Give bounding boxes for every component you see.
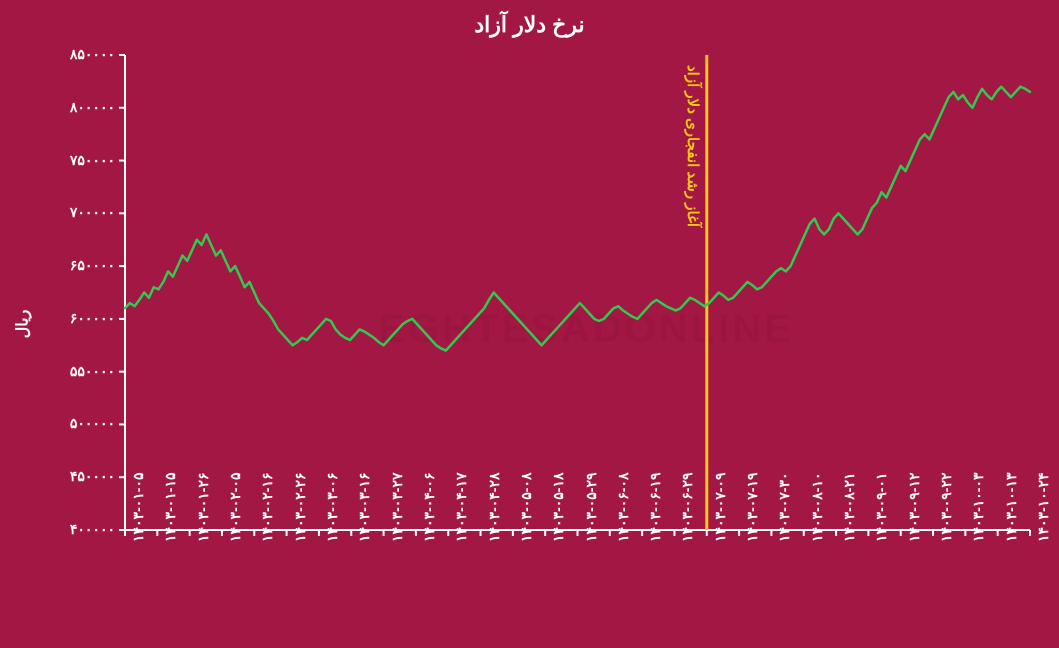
y-tick-label: ۸۰۰۰۰۰ xyxy=(50,99,115,116)
x-tick-label: ۱۴۰۳-۰۲-۰۵ xyxy=(227,473,244,542)
x-tick-label: ۱۴۰۳-۱۰-۰۳ xyxy=(970,473,987,542)
x-tick-label: ۱۴۰۳-۰۳-۲۷ xyxy=(389,473,406,542)
x-tick-label: ۱۴۰۳-۰۵-۰۸ xyxy=(518,473,535,542)
x-tick-label: ۱۴۰۳-۰۵-۱۸ xyxy=(550,473,567,542)
y-tick-label: ۷۰۰۰۰۰ xyxy=(50,204,115,221)
y-tick-label: ۴۰۰۰۰۰ xyxy=(50,521,115,538)
x-tick-label: ۱۴۰۳-۰۸-۲۱ xyxy=(841,473,858,542)
y-tick-label: ۶۵۰۰۰۰ xyxy=(50,257,115,274)
x-tick-label: ۱۴۰۳-۰۹-۲۲ xyxy=(938,473,955,542)
y-tick-label: ۵۵۰۰۰۰ xyxy=(50,363,115,380)
x-tick-label: ۱۴۰۳-۰۲-۲۶ xyxy=(292,473,309,542)
x-tick-label: ۱۴۰۳-۰۸-۱۰ xyxy=(809,473,826,542)
x-tick-label: ۱۴۰۳-۰۲-۱۶ xyxy=(259,473,276,542)
x-tick-label: ۱۴۰۳-۰۳-۱۶ xyxy=(356,473,373,542)
x-tick-label: ۱۴۰۳-۰۷-۳۰ xyxy=(776,473,793,542)
annotation-label: آغاز رشد انفجاری دلار آزاد xyxy=(683,65,701,227)
x-tick-label: ۱۴۰۳-۰۹-۰۱ xyxy=(873,473,890,542)
y-tick-label: ۴۵۰۰۰۰ xyxy=(50,468,115,485)
y-tick-label: ۵۰۰۰۰۰ xyxy=(50,415,115,432)
x-tick-label: ۱۴۰۳-۰۱-۰۵ xyxy=(130,473,147,542)
x-tick-label: ۱۴۰۳-۰۱-۱۵ xyxy=(162,473,179,542)
x-tick-label: ۱۴۰۳-۱۰-۲۴ xyxy=(1035,473,1052,542)
x-tick-label: ۱۴۰۳-۰۱-۲۶ xyxy=(195,473,212,542)
x-tick-label: ۱۴۰۳-۰۳-۰۶ xyxy=(324,473,341,542)
y-tick-label: ۸۵۰۰۰۰ xyxy=(50,46,115,63)
x-tick-label: ۱۴۰۳-۱۰-۱۳ xyxy=(1003,473,1020,542)
x-tick-label: ۱۴۰۳-۰۶-۱۹ xyxy=(647,473,664,542)
x-tick-label: ۱۴۰۳-۰۶-۲۹ xyxy=(679,473,696,542)
x-tick-label: ۱۴۰۳-۰۶-۰۸ xyxy=(615,473,632,542)
y-tick-label: ۷۵۰۰۰۰ xyxy=(50,152,115,169)
y-tick-label: ۶۰۰۰۰۰ xyxy=(50,310,115,327)
x-tick-label: ۱۴۰۳-۰۷-۰۹ xyxy=(712,473,729,542)
x-tick-label: ۱۴۰۳-۰۴-۱۷ xyxy=(453,473,470,542)
x-tick-label: ۱۴۰۳-۰۷-۱۹ xyxy=(744,473,761,542)
chart-container: نرخ دلار آزاد ریال EGHTESADONLINE آغاز ر… xyxy=(0,0,1059,648)
x-tick-label: ۱۴۰۳-۰۴-۰۶ xyxy=(421,473,438,542)
x-tick-label: ۱۴۰۳-۰۴-۲۸ xyxy=(486,473,503,542)
chart-svg xyxy=(0,0,1059,648)
x-tick-label: ۱۴۰۳-۰۹-۱۲ xyxy=(906,473,923,542)
x-tick-label: ۱۴۰۳-۰۵-۲۹ xyxy=(583,473,600,542)
